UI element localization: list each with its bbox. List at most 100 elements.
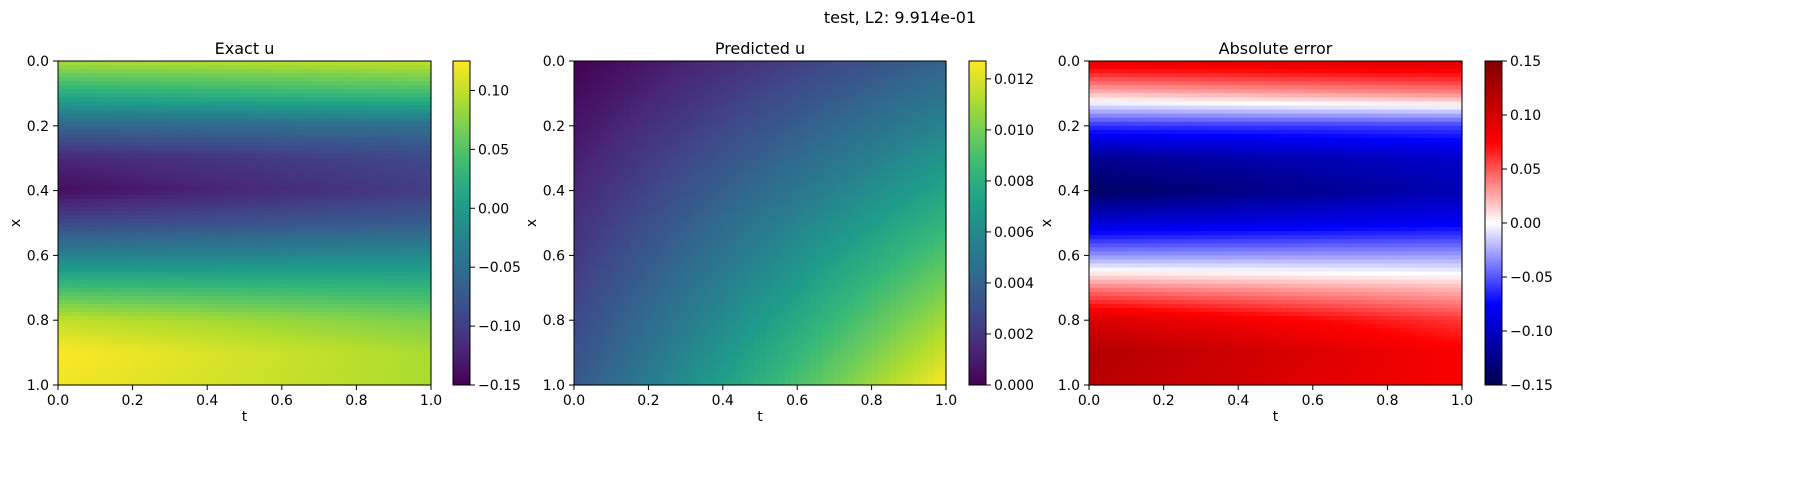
heatmap-cell (145, 170, 152, 175)
heatmap-cell (64, 287, 72, 293)
heatmap-cell (213, 190, 221, 196)
heatmap-cell (70, 206, 78, 212)
heatmap-cell (306, 109, 314, 115)
heatmap-cell (225, 158, 233, 163)
heatmap-cell (95, 263, 103, 269)
heatmap-cell (356, 223, 364, 228)
heatmap-cell (331, 93, 339, 99)
heatmap-cell (343, 304, 351, 309)
heatmap-cell (132, 235, 140, 240)
heatmap-cell (238, 336, 246, 342)
heatmap-cell (157, 125, 165, 131)
heatmap-cell (418, 235, 426, 240)
heatmap-cell (381, 178, 389, 184)
heatmap-cell (113, 178, 121, 184)
heatmap-cell (710, 65, 718, 70)
heatmap-cell (381, 376, 389, 382)
heatmap-cell (151, 101, 159, 107)
heatmap-cell (157, 356, 165, 362)
heatmap-cell (399, 154, 407, 159)
heatmap-cell (157, 223, 165, 228)
heatmap-cell (412, 320, 420, 325)
heatmap-cell (319, 275, 326, 281)
heatmap-cell (803, 61, 811, 66)
heatmap-cell (182, 372, 190, 378)
heatmap-cell (306, 247, 314, 252)
heatmap-cell (294, 340, 302, 346)
heatmap-cell (89, 109, 96, 115)
heatmap-cell (95, 89, 103, 94)
heatmap-cell (200, 174, 208, 180)
heatmap-cell (101, 275, 109, 281)
heatmap-cell (151, 348, 159, 354)
heatmap-cell (337, 304, 345, 309)
heatmap-cell (64, 348, 72, 354)
heatmap-cell (250, 89, 258, 94)
heatmap-cell (306, 324, 314, 329)
heatmap-cell (113, 142, 121, 147)
heatmap-cell (393, 372, 401, 378)
heatmap-cell (356, 85, 364, 90)
heatmap-cell (412, 129, 420, 135)
heatmap-cell (107, 320, 115, 325)
heatmap-cell (306, 352, 314, 358)
heatmap-cell (188, 81, 196, 86)
heatmap-cell (412, 218, 420, 224)
heatmap-cell (331, 101, 339, 107)
heatmap-cell (288, 125, 295, 131)
heatmap-cell (387, 202, 395, 208)
heatmap-cell (238, 77, 246, 82)
heatmap-cell (275, 376, 283, 382)
heatmap-cell (312, 223, 320, 228)
heatmap-cell (101, 304, 109, 309)
heatmap-cell (64, 235, 72, 240)
heatmap-cell (362, 121, 370, 127)
heatmap-cell (331, 251, 339, 256)
heatmap-cell (412, 287, 420, 293)
heatmap-cell (200, 162, 208, 167)
heatmap-cell (58, 178, 65, 184)
heatmap-cell (169, 328, 177, 333)
heatmap-cell (95, 239, 103, 244)
heatmap-cell (58, 154, 65, 159)
heatmap-cell (64, 360, 72, 366)
heatmap-cell (194, 89, 202, 94)
heatmap-cell (275, 360, 283, 366)
heatmap-cell (256, 247, 264, 252)
heatmap-cell (300, 283, 308, 289)
heatmap-cell (275, 332, 283, 337)
heatmap-cell (95, 125, 103, 131)
heatmap-cell (64, 129, 72, 135)
heatmap-cell (368, 247, 376, 252)
heatmap-cell (306, 259, 314, 265)
heatmap-cell (225, 223, 233, 228)
heatmap-cell (412, 267, 420, 273)
heatmap-cell (319, 101, 326, 107)
heatmap-cell (350, 93, 357, 99)
heatmap-cell (406, 376, 413, 382)
heatmap-cell (368, 166, 376, 171)
heatmap-cell (424, 247, 432, 252)
heatmap-cell (685, 69, 693, 74)
heatmap-cell (207, 243, 215, 248)
heatmap-cell (337, 368, 345, 374)
heatmap-cell (64, 142, 72, 147)
heatmap-cell (393, 227, 401, 232)
heatmap-cell (157, 146, 165, 151)
heatmap-cell (188, 105, 196, 111)
heatmap-cell (412, 186, 420, 192)
heatmap-cell (393, 89, 401, 94)
heatmap-cell (163, 210, 171, 216)
heatmap-cell (120, 295, 127, 301)
heatmap-cell (200, 101, 208, 107)
heatmap-cell (269, 324, 277, 329)
heatmap-cell (89, 105, 96, 111)
heatmap-cell (300, 356, 308, 362)
heatmap-cell (331, 194, 339, 200)
heatmap-cell (194, 275, 202, 281)
heatmap-cell (82, 142, 90, 147)
heatmap-cell (343, 235, 351, 240)
heatmap-cell (275, 267, 283, 273)
heatmap-cell (126, 235, 134, 240)
heatmap-cell (95, 158, 103, 163)
